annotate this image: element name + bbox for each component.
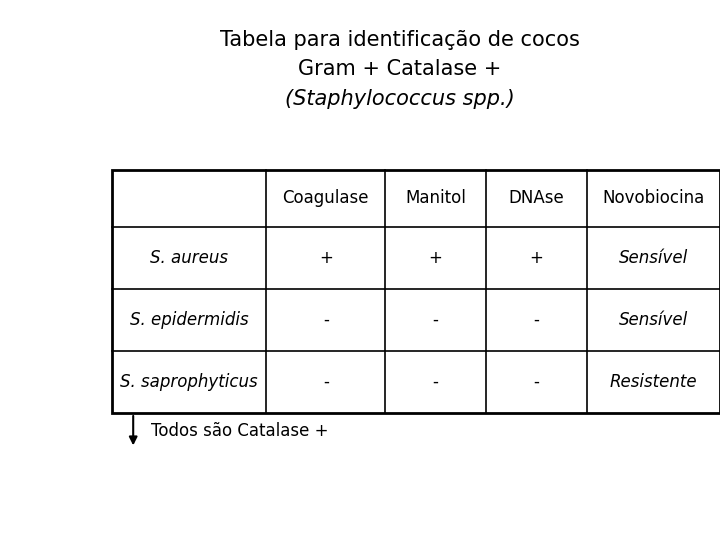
Text: Manitol: Manitol <box>405 190 466 207</box>
Text: Gram + Catalase +: Gram + Catalase + <box>298 59 501 79</box>
Text: S. aureus: S. aureus <box>150 249 228 267</box>
Text: Tabela para identificação de cocos: Tabela para identificação de cocos <box>220 30 580 50</box>
Text: -: - <box>433 373 438 391</box>
Text: +: + <box>319 249 333 267</box>
Text: -: - <box>534 373 539 391</box>
Text: -: - <box>323 311 329 329</box>
Text: +: + <box>529 249 544 267</box>
Text: Coagulase: Coagulase <box>282 190 369 207</box>
Text: Novobiocina: Novobiocina <box>602 190 705 207</box>
Text: +: + <box>428 249 443 267</box>
Text: S. saprophyticus: S. saprophyticus <box>120 373 258 391</box>
Text: S. epidermidis: S. epidermidis <box>130 311 248 329</box>
Text: Resistente: Resistente <box>610 373 697 391</box>
Text: -: - <box>534 311 539 329</box>
Text: -: - <box>433 311 438 329</box>
Text: Sensível: Sensível <box>618 311 688 329</box>
Text: Todos são Catalase +: Todos são Catalase + <box>151 422 329 440</box>
Text: Sensível: Sensível <box>618 249 688 267</box>
Text: DNAse: DNAse <box>508 190 564 207</box>
Text: -: - <box>323 373 329 391</box>
Text: (Staphylococcus spp.): (Staphylococcus spp.) <box>284 89 515 109</box>
